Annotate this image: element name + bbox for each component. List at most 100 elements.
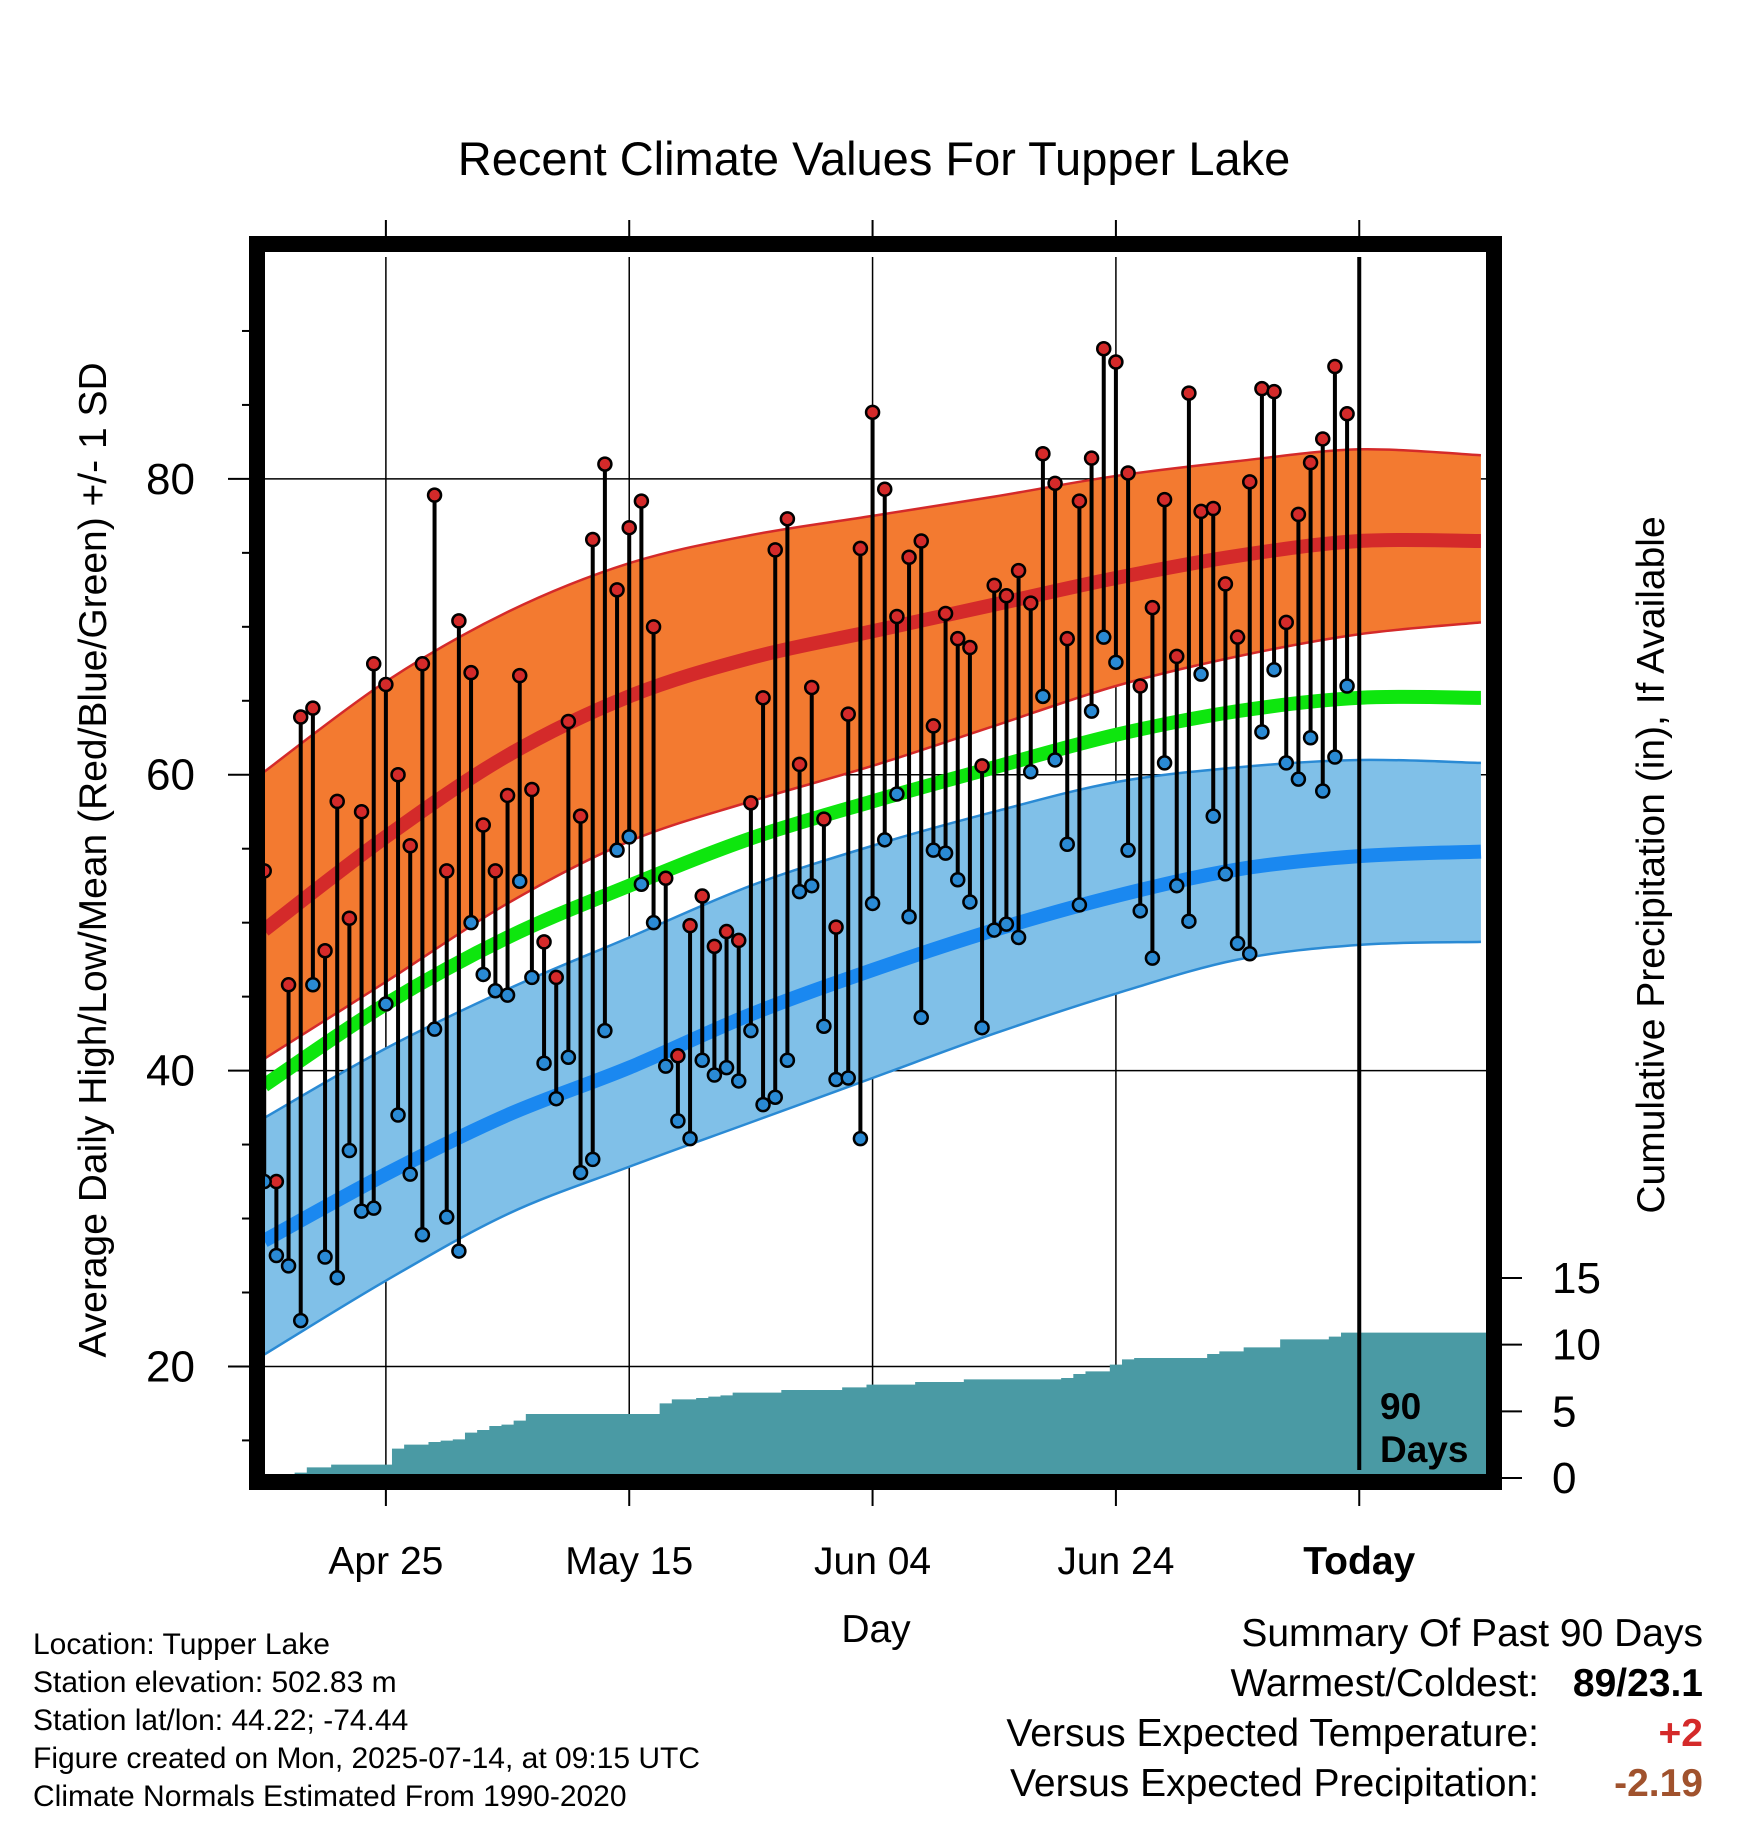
high-point-day-45 bbox=[803, 679, 820, 696]
low-point-day-85 bbox=[1290, 771, 1307, 787]
high-point-day-79 bbox=[1217, 576, 1234, 592]
high-point-day-33 bbox=[657, 870, 674, 887]
low-point-day-28 bbox=[597, 1022, 613, 1039]
high-point-day-53 bbox=[901, 549, 917, 566]
high-point-day-18 bbox=[475, 817, 491, 833]
low-point-day-24 bbox=[548, 1090, 564, 1107]
high-point-day-19 bbox=[487, 863, 504, 879]
low-point-day-30 bbox=[621, 829, 637, 845]
low-point-day-46 bbox=[816, 1018, 832, 1034]
today-days-label-line2: Days bbox=[1380, 1429, 1468, 1470]
high-point-day-28 bbox=[597, 456, 613, 472]
high-point-day-46 bbox=[816, 811, 832, 827]
high-point-day-20 bbox=[499, 787, 516, 804]
high-point-day-52 bbox=[889, 608, 905, 625]
low-point-day-18 bbox=[475, 966, 491, 983]
high-point-day-56 bbox=[937, 605, 954, 622]
y-axis-label: Average Daily High/Low/Mean (Red/Blue/Gr… bbox=[72, 362, 115, 1357]
x-axis-label: Day bbox=[841, 1608, 911, 1651]
high-point-day-62 bbox=[1010, 562, 1027, 579]
low-point-day-79 bbox=[1217, 866, 1234, 882]
high-point-day-35 bbox=[682, 917, 698, 934]
low-point-day-43 bbox=[779, 1052, 796, 1068]
summary-title: Summary Of Past 90 Days bbox=[1241, 1612, 1703, 1655]
plot-frame bbox=[249, 236, 1502, 1490]
low-point-day-4 bbox=[305, 977, 321, 993]
high-point-day-83 bbox=[1266, 383, 1282, 400]
high-point-day-51 bbox=[876, 481, 893, 497]
low-point-day-33 bbox=[657, 1058, 674, 1074]
low-point-day-13 bbox=[414, 1227, 431, 1243]
low-point-day-45 bbox=[803, 877, 820, 894]
y-tick-label-2: 60 bbox=[146, 751, 195, 800]
y-tick-label-1: 40 bbox=[146, 1047, 195, 1096]
low-point-day-72 bbox=[1132, 903, 1148, 919]
precipitation-area bbox=[263, 1332, 1487, 1482]
precip-vs-expected-label: Versus Expected Precipitation: bbox=[1010, 1762, 1539, 1805]
high-point-day-74 bbox=[1156, 491, 1173, 508]
daily-range-stems bbox=[262, 348, 1350, 1321]
low-point-day-40 bbox=[743, 1022, 759, 1039]
high-point-day-73 bbox=[1144, 599, 1161, 616]
normals-text: Climate Normals Estimated From 1990-2020 bbox=[33, 1780, 627, 1813]
high-point-day-57 bbox=[949, 630, 966, 647]
high-point-day-16 bbox=[451, 613, 467, 629]
high-point-day-7 bbox=[341, 910, 358, 926]
low-point-day-65 bbox=[1047, 752, 1063, 768]
low-point-day-36 bbox=[694, 1052, 710, 1068]
created-text: Figure created on Mon, 2025-07-14, at 09… bbox=[33, 1742, 701, 1775]
high-point-day-59 bbox=[974, 758, 990, 774]
high-point-day-77 bbox=[1193, 503, 1209, 520]
high-point-day-76 bbox=[1181, 385, 1197, 401]
low-point-day-6 bbox=[329, 1269, 345, 1286]
high-point-day-41 bbox=[755, 690, 771, 706]
low-point-day-49 bbox=[852, 1130, 869, 1147]
high-point-day-8 bbox=[353, 803, 370, 820]
high-point-day-10 bbox=[378, 676, 394, 693]
high-point-day-14 bbox=[426, 487, 443, 503]
low-point-day-12 bbox=[402, 1166, 418, 1182]
high-point-day-71 bbox=[1120, 465, 1136, 481]
low-point-day-10 bbox=[378, 996, 394, 1012]
high-point-day-23 bbox=[536, 934, 552, 950]
y2-axis-label: Cumulative Precipitation (in), If Availa… bbox=[1630, 516, 1673, 1213]
high-point-day-75 bbox=[1168, 648, 1185, 665]
low-point-day-67 bbox=[1071, 897, 1088, 913]
high-point-day-25 bbox=[560, 713, 577, 730]
high-point-day-58 bbox=[962, 639, 978, 656]
high-point-day-78 bbox=[1205, 500, 1221, 517]
low-point-day-1 bbox=[268, 1247, 285, 1264]
low-point-day-81 bbox=[1241, 945, 1258, 962]
low-point-day-55 bbox=[925, 842, 942, 858]
high-point-day-2 bbox=[280, 977, 297, 993]
high-point-day-9 bbox=[365, 656, 382, 672]
high-point-day-67 bbox=[1071, 493, 1088, 509]
low-point-day-32 bbox=[645, 914, 662, 931]
temp-vs-expected-value: +2 bbox=[1658, 1712, 1703, 1755]
low-point-day-62 bbox=[1010, 929, 1027, 946]
high-point-day-43 bbox=[779, 511, 796, 527]
warmest-coldest-label: Warmest/Coldest: bbox=[1230, 1662, 1539, 1705]
x-tick-label-4: Today bbox=[1303, 1540, 1415, 1583]
high-point-day-60 bbox=[986, 577, 1002, 594]
low-point-day-68 bbox=[1083, 703, 1100, 719]
high-point-day-3 bbox=[292, 709, 309, 725]
low-point-day-5 bbox=[317, 1249, 333, 1265]
x-tick-label-1: May 15 bbox=[565, 1540, 693, 1583]
high-point-day-37 bbox=[706, 938, 723, 955]
high-point-day-39 bbox=[730, 932, 747, 949]
low-point-day-56 bbox=[937, 845, 954, 861]
high-point-day-80 bbox=[1229, 629, 1246, 645]
low-point-day-31 bbox=[633, 876, 650, 892]
low-point-day-11 bbox=[390, 1107, 406, 1123]
y2-tick-label-2: 10 bbox=[1552, 1321, 1601, 1370]
precip-vs-expected-value: -2.19 bbox=[1614, 1762, 1703, 1805]
high-point-day-89 bbox=[1339, 406, 1355, 422]
low-point-day-77 bbox=[1193, 666, 1209, 682]
high-point-day-15 bbox=[438, 863, 455, 879]
low-lower-edge bbox=[263, 940, 1481, 1356]
high-point-day-12 bbox=[402, 837, 418, 854]
high-point-day-31 bbox=[633, 493, 650, 509]
high-point-day-85 bbox=[1290, 506, 1307, 523]
